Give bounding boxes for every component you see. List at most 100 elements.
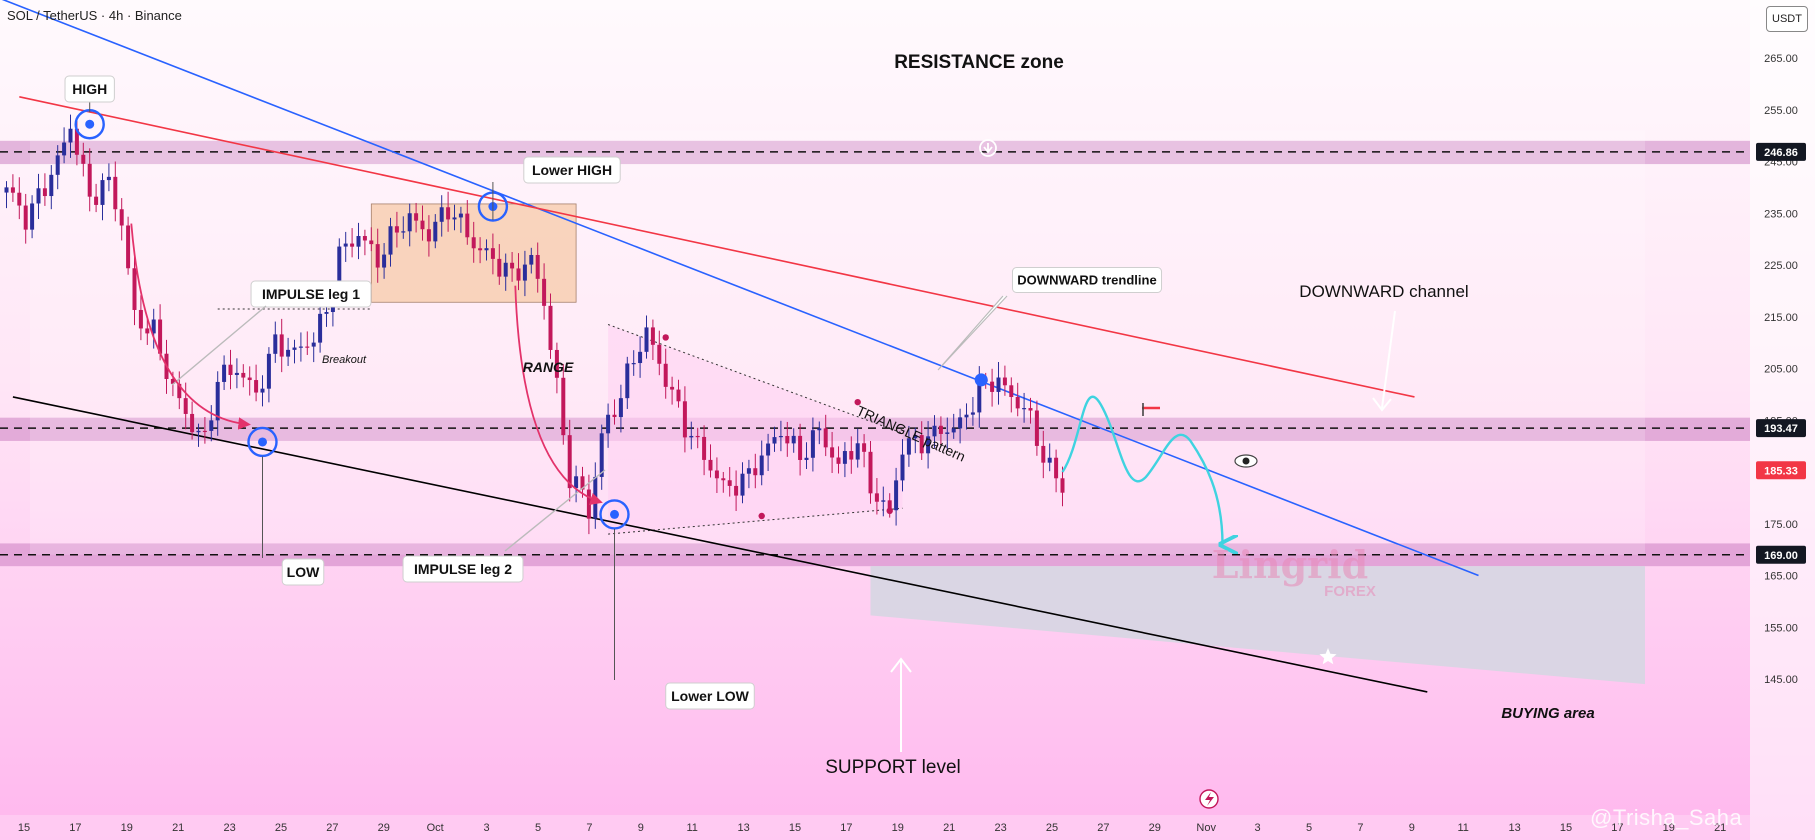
candle <box>292 339 297 364</box>
candle <box>350 228 355 258</box>
currency-button[interactable]: USDT <box>1766 6 1808 32</box>
svg-text:LOW: LOW <box>287 564 320 580</box>
channel-top-red[interactable] <box>19 96 1415 398</box>
candle <box>574 465 579 503</box>
downward-trendline-blue[interactable] <box>0 0 1479 577</box>
low-label[interactable]: LOW <box>281 558 325 586</box>
lower-low-label[interactable]: Lower LOW <box>665 682 755 710</box>
candle <box>190 401 195 440</box>
x-tick-label: 17 <box>69 822 81 834</box>
candle <box>113 161 118 222</box>
currency-label: USDT <box>1772 13 1802 25</box>
candle <box>62 127 67 164</box>
candle <box>785 421 790 457</box>
candle <box>753 453 758 489</box>
lower-high-label[interactable]: Lower HIGH <box>523 156 621 184</box>
candle <box>1002 365 1007 396</box>
resistance-zone-text: RESISTANCE zone <box>894 52 1064 73</box>
candle <box>1015 382 1020 417</box>
candle <box>1041 430 1046 479</box>
candle <box>196 423 201 447</box>
candle <box>1060 466 1065 507</box>
candle <box>375 228 380 283</box>
x-tick-label: 15 <box>1560 822 1572 834</box>
candle <box>682 386 687 453</box>
candle <box>126 216 131 275</box>
candle <box>266 347 271 403</box>
candle <box>23 193 28 244</box>
candle <box>529 247 534 274</box>
x-tick-label: 3 <box>1255 822 1261 834</box>
candle <box>746 459 751 489</box>
candle <box>36 173 41 219</box>
candle <box>670 376 675 405</box>
candle <box>30 195 35 239</box>
candle <box>970 397 975 426</box>
downward-trendline-label[interactable]: DOWNWARD trendline <box>1011 267 1163 293</box>
buying-area-region <box>870 566 1645 685</box>
candle <box>766 433 771 471</box>
candle <box>311 332 316 363</box>
svg-text:193.47: 193.47 <box>1764 423 1798 435</box>
channel-pointer <box>1381 310 1396 409</box>
candle <box>862 434 867 468</box>
candle <box>17 177 22 220</box>
candle <box>215 371 220 436</box>
candle <box>542 263 547 320</box>
candle <box>247 366 252 396</box>
time-axis[interactable] <box>0 815 1750 840</box>
candle <box>1047 443 1052 472</box>
candle <box>996 362 1001 405</box>
candle <box>638 336 643 378</box>
candle <box>951 413 956 439</box>
candle <box>894 467 899 526</box>
candle <box>516 253 521 291</box>
impulse2-label[interactable]: IMPULSE leg 2 <box>402 555 524 583</box>
author-watermark: @Trisha_Saha <box>1590 805 1743 830</box>
candle <box>241 364 246 388</box>
candle <box>606 403 611 448</box>
candle <box>702 425 707 476</box>
candle <box>305 331 310 355</box>
candle <box>132 253 137 326</box>
candle <box>420 205 425 241</box>
x-tick-label: 27 <box>1097 822 1109 834</box>
candle <box>228 349 233 390</box>
x-tick-label: 3 <box>484 822 490 834</box>
candle <box>695 427 700 449</box>
candle <box>631 350 636 376</box>
impulse1-label[interactable]: IMPULSE leg 1 <box>250 280 372 308</box>
arrow-down-icon[interactable] <box>979 139 997 157</box>
candle <box>1034 400 1039 456</box>
candle <box>452 204 457 231</box>
candle <box>721 471 726 493</box>
lightning-icon[interactable] <box>1199 789 1219 809</box>
eye-icon <box>1234 454 1258 468</box>
candle <box>407 203 412 247</box>
y-tick-label: 145.00 <box>1764 674 1798 686</box>
x-tick-label: 21 <box>943 822 955 834</box>
candle <box>503 253 508 291</box>
candle <box>87 148 92 212</box>
x-tick-label: 27 <box>326 822 338 834</box>
candle <box>202 417 207 444</box>
impulse2-arrow <box>514 285 603 505</box>
x-tick-label: 29 <box>378 822 390 834</box>
candle <box>1022 392 1027 423</box>
candle <box>426 215 431 257</box>
candle <box>817 421 822 445</box>
candle <box>932 415 937 448</box>
candle <box>42 173 47 206</box>
candle <box>254 364 259 402</box>
x-tick-label: 19 <box>121 822 133 834</box>
candle <box>778 420 783 452</box>
candle <box>260 375 265 407</box>
high-label[interactable]: HIGH <box>64 75 115 103</box>
candle <box>490 233 495 275</box>
x-tick-label: 7 <box>586 822 592 834</box>
candle <box>318 304 323 353</box>
svg-text:185.33: 185.33 <box>1764 465 1798 477</box>
candle <box>791 428 796 453</box>
y-tick-label: 235.00 <box>1764 208 1798 220</box>
svg-text:169.00: 169.00 <box>1764 550 1798 562</box>
